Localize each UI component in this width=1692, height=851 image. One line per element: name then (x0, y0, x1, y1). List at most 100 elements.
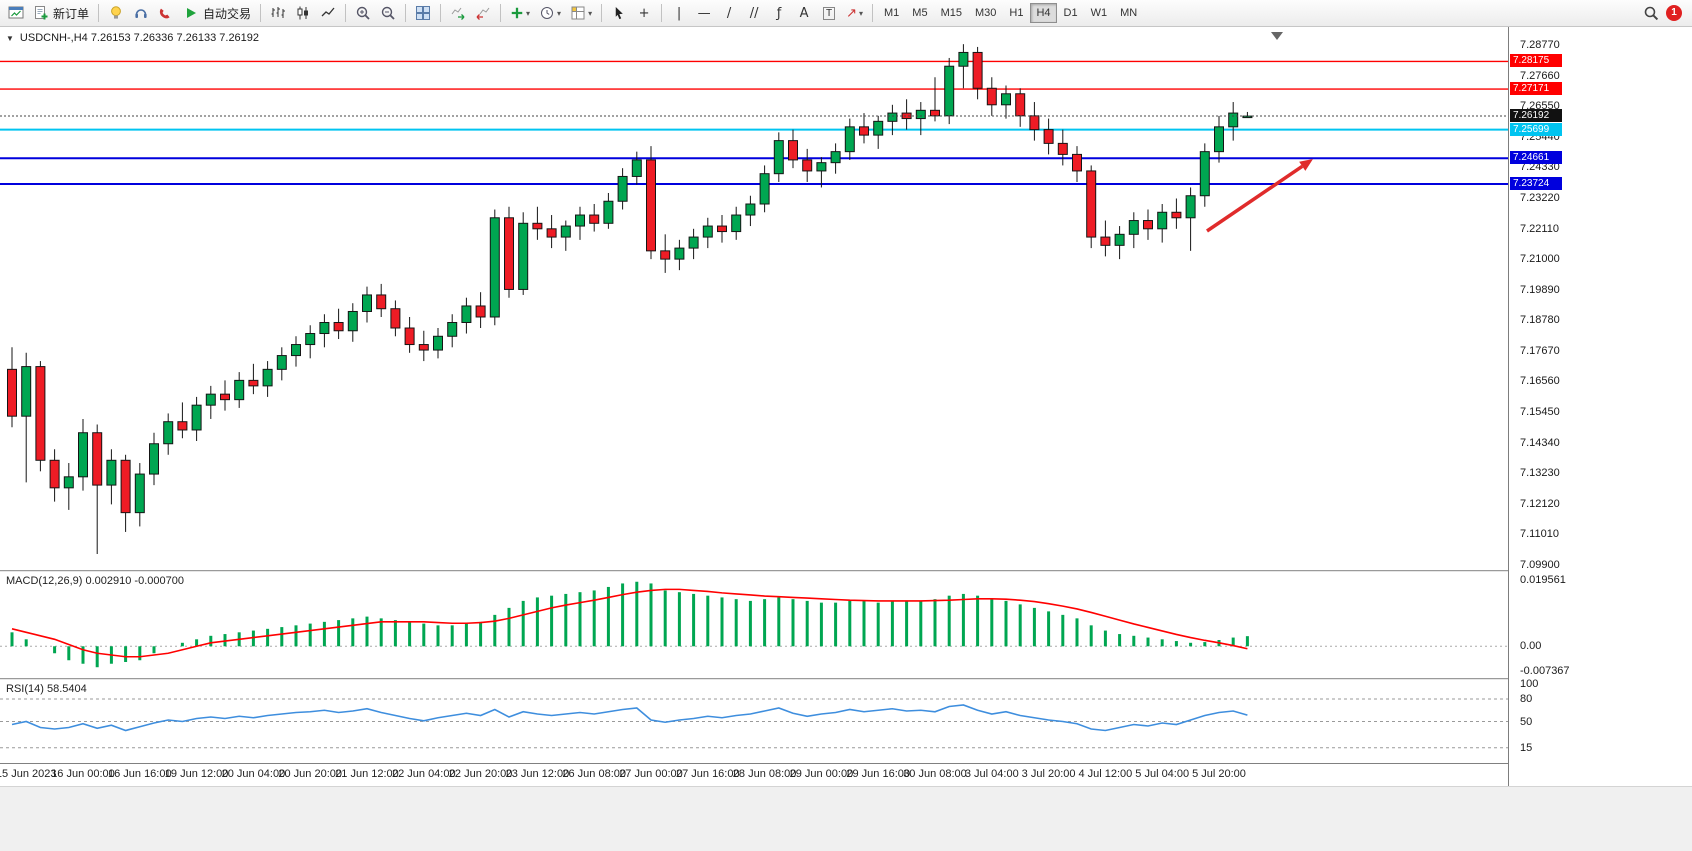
macd-title: MACD(12,26,9) 0.002910 -0.000700 (6, 575, 184, 587)
fibonacci-icon: ƒ (776, 5, 782, 21)
auto-trading-button[interactable]: 自动交易 (179, 2, 255, 24)
bar-chart-icon (271, 7, 286, 18)
time-axis-label: 28 Jun 08:00 (732, 768, 797, 780)
price-axis-label: 7.21000 (1520, 253, 1560, 266)
timeframe-d1-button[interactable]: D1 (1058, 3, 1084, 23)
price-axis-label: 7.16560 (1520, 375, 1560, 388)
horizontal-line-button[interactable]: — (692, 2, 716, 24)
time-axis-label: 16 Jun 00:00 (51, 768, 115, 780)
text-button[interactable]: A (792, 2, 816, 24)
panel-separator[interactable] (0, 570, 1692, 572)
price-axis-label: 7.28770 (1520, 39, 1560, 51)
timeframe-w1-button[interactable]: W1 (1085, 3, 1114, 23)
time-axis-label: 20 Jun 20:00 (278, 768, 342, 780)
label-button[interactable]: T (817, 2, 841, 24)
cursor-button[interactable] (607, 2, 631, 24)
crosshair-button[interactable]: + (632, 2, 656, 24)
timeframe-h4-button[interactable]: H4 (1030, 3, 1057, 23)
time-axis-label: 19 Jun 12:00 (164, 768, 229, 780)
toolbar-separator (440, 4, 442, 22)
chart-shift-button[interactable] (471, 2, 495, 24)
price-axis-label: 7.22110 (1520, 222, 1559, 235)
macd-axis-label: -0.007367 (1520, 665, 1570, 677)
cursor-icon (615, 6, 623, 19)
candlestick-button[interactable] (291, 2, 315, 24)
phone-button[interactable] (154, 2, 178, 24)
indicators-button[interactable]: ▾ (506, 2, 534, 24)
time-axis-label: 5 Jul 04:00 (1135, 768, 1190, 780)
price-axis-label: 7.13230 (1520, 467, 1560, 480)
bar-chart-button[interactable] (266, 2, 290, 24)
clock-icon (541, 7, 554, 19)
zoom-in-icon (356, 6, 370, 20)
arrows-button[interactable]: ↗ ▾ (842, 2, 867, 24)
toolbar-separator (345, 4, 347, 22)
level-price-tag: 7.28175 (1510, 54, 1562, 68)
zoom-in-button[interactable] (351, 2, 375, 24)
macd-panel-canvas[interactable] (0, 572, 1508, 678)
timeframe-m30-button[interactable]: M30 (969, 3, 1002, 23)
rsi-panel-canvas[interactable] (0, 680, 1508, 763)
timeframe-h1-button[interactable]: H1 (1003, 3, 1029, 23)
search-button[interactable] (1639, 2, 1663, 24)
text-tool-icon: A (799, 5, 809, 21)
chevron-down-icon: ▾ (526, 8, 531, 18)
time-axis[interactable]: 15 Jun 2023 16 Jun 00:00 16 Jun 16:00 19 Ju… (0, 763, 1508, 787)
arrow-tool-icon: ↗ (846, 5, 857, 21)
rsi-title: RSI(14) 58.5404 (6, 683, 87, 695)
panel-separator[interactable] (0, 678, 1692, 680)
time-axis-label: 4 Jul 12:00 (1078, 768, 1133, 780)
timeframe-m5-button[interactable]: M5 (906, 3, 933, 23)
timeframe-m15-button[interactable]: M15 (935, 3, 968, 23)
headset-button[interactable] (129, 2, 153, 24)
timeframe-mn-button[interactable]: MN (1114, 3, 1143, 23)
auto-scroll-button[interactable] (446, 2, 470, 24)
time-axis-label: 22 Jun 04:00 (391, 768, 456, 780)
price-axis-label: 7.19890 (1520, 283, 1560, 296)
chevron-down-icon: ▾ (588, 8, 593, 18)
time-axis-label: 5 Jul 20:00 (1192, 768, 1246, 780)
phone-icon (159, 8, 170, 19)
price-axis[interactable]: 7.28770 7.27660 7.26550 7.25440 7.24330 7.232… (1509, 27, 1692, 763)
templates-button[interactable]: ▾ (566, 2, 596, 24)
channel-button[interactable]: // (742, 2, 766, 24)
periods-button[interactable]: ▾ (535, 2, 565, 24)
rsi-axis-label: 100 (1520, 678, 1539, 690)
one-click-trading-expander[interactable]: ▼ (6, 33, 14, 43)
notification-badge[interactable]: 1 (1666, 5, 1682, 21)
time-axis-label: 30 Jun 08:00 (903, 768, 967, 780)
new-chart-button[interactable] (4, 2, 28, 24)
chart-window[interactable]: ▼ USDCNH-,H4 7.26153 7.26336 7.26133 7.2… (0, 27, 1692, 787)
price-chart-canvas[interactable] (0, 28, 1508, 570)
zoom-out-button[interactable] (376, 2, 400, 24)
vertical-line-button[interactable]: | (667, 2, 691, 24)
new-order-label: 新订单 (53, 6, 90, 21)
time-axis-label: 27 Jun 16:00 (675, 768, 740, 780)
time-axis-label: 21 Jun 12:00 (335, 768, 399, 780)
chart-shift-marker (1271, 32, 1283, 40)
chart-info-line: ▼ USDCNH-,H4 7.26153 7.26336 7.26133 7.2… (6, 32, 259, 44)
lightbulb-button[interactable] (104, 2, 128, 24)
chevron-down-icon: ▾ (858, 8, 863, 18)
toolbar-separator (405, 4, 407, 22)
tile-windows-button[interactable] (411, 2, 435, 24)
time-axis-label: 15 Jun 2023 (0, 768, 57, 780)
trendline-button[interactable]: / (717, 2, 741, 24)
new-order-icon (35, 6, 48, 20)
toolbar-separator (872, 4, 873, 22)
fibonacci-button[interactable]: ƒ (767, 2, 791, 24)
new-order-button[interactable]: 新订单 (29, 2, 93, 24)
rsi-axis-label: 15 (1520, 741, 1533, 754)
price-axis-label: 7.15450 (1520, 406, 1560, 419)
price-axis-label: 7.11010 (1520, 528, 1559, 541)
macd-axis-label: 0.00 (1520, 640, 1542, 653)
timeframe-m1-button[interactable]: M1 (878, 3, 905, 23)
line-chart-button[interactable] (316, 2, 340, 24)
trendline-icon: / (726, 5, 732, 21)
time-axis-label: 29 Jun 16:00 (846, 768, 910, 780)
axis-separator-line (1508, 27, 1509, 786)
time-axis-label: 3 Jul 04:00 (964, 768, 1019, 780)
chart-shift-icon (476, 7, 490, 20)
time-axis-label: 27 Jun 00:00 (619, 768, 683, 780)
